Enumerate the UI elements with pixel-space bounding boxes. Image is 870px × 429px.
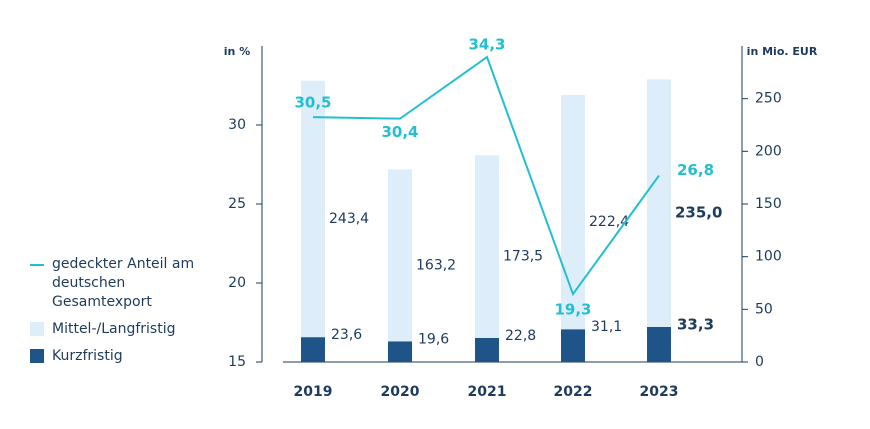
y2-tick-label: 250 (755, 91, 782, 107)
bar-value-label: 235,0 (675, 204, 722, 222)
legend-label: Kurzfristig (52, 348, 123, 364)
y-axis-title: in % (224, 45, 250, 58)
bar-value-label: 33,3 (677, 315, 714, 333)
y-tick-label: 20 (228, 275, 246, 291)
legend-item: gedeckter Anteil am deutschen Gesamtexpo… (30, 255, 202, 312)
bar-value-label: 19,6 (418, 331, 449, 347)
bar (561, 329, 585, 362)
y2-axis-title: in Mio. EUR (747, 45, 818, 58)
line-value-label: 30,5 (294, 94, 331, 112)
line-value-label: 26,8 (677, 161, 714, 179)
line (312, 55, 660, 297)
legend-label: gedeckter Anteil am deutschen Gesamtexpo… (52, 256, 195, 310)
bar-value-label: 173,5 (503, 249, 543, 265)
y2-tick-label: 150 (755, 196, 782, 212)
x-tick-label: 2023 (640, 384, 679, 400)
bar (301, 80, 325, 338)
bar (475, 337, 499, 362)
bar (475, 155, 499, 338)
legend-swatch (30, 264, 44, 266)
bar-value-label: 222,4 (589, 214, 629, 230)
bar (301, 337, 325, 362)
y-tick-label: 15 (228, 354, 246, 370)
bar (647, 326, 671, 362)
x-tick-label: 2022 (554, 384, 593, 400)
line-value-label: 19,3 (554, 301, 591, 319)
bar (388, 341, 412, 362)
line-value-label: 30,4 (381, 123, 418, 141)
legend-item: Kurzfristig (30, 347, 202, 366)
x-tick-label: 2019 (294, 384, 333, 400)
y2-tick-label: 200 (755, 143, 782, 159)
bar (388, 169, 412, 342)
y-tick-label: 25 (228, 196, 246, 212)
legend-label: Mittel-/Langfristig (52, 321, 176, 337)
legend-swatch (30, 322, 44, 336)
y-tick-label: 30 (228, 117, 246, 133)
y2-tick-label: 0 (755, 354, 764, 370)
legend: gedeckter Anteil am deutschen Gesamtexpo… (30, 255, 202, 374)
line-value-label: 34,3 (468, 36, 505, 54)
bar-value-label: 22,8 (505, 328, 536, 344)
bar-value-label: 163,2 (416, 257, 456, 273)
legend-item: Mittel-/Langfristig (30, 320, 202, 339)
bar-value-label: 243,4 (329, 211, 369, 227)
bar-value-label: 23,6 (331, 327, 362, 343)
bar (647, 79, 671, 327)
x-tick-label: 2020 (381, 384, 420, 400)
legend-swatch (30, 349, 44, 363)
y2-tick-label: 100 (755, 249, 782, 265)
bar-value-label: 31,1 (591, 319, 622, 335)
x-tick-label: 2021 (468, 384, 507, 400)
y2-tick-label: 50 (755, 301, 773, 317)
bar (561, 94, 585, 330)
